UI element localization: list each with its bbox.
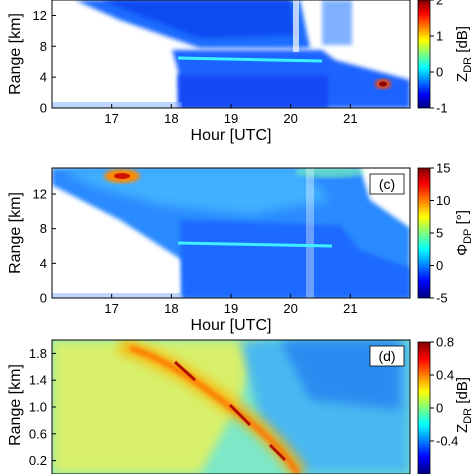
panel-middle: 0 4 8 12 17 18 19 20 21 -5 0 5 10 15 — [33, 161, 451, 317]
panel-bottom-colorbar — [417, 341, 431, 474]
panel-middle-xlabel: Hour [UTC] — [191, 317, 272, 334]
y-tick-label: 8 — [40, 39, 47, 54]
panel-label-d: (d) — [378, 348, 395, 364]
colorbar-tick-label: 15 — [436, 161, 450, 176]
x-tick-label: 20 — [283, 111, 297, 126]
panel-label-c: (c) — [379, 176, 395, 192]
panel-middle-ylabel: Range [km] — [7, 192, 24, 274]
panel-top-colorbar — [417, 0, 431, 109]
colorbar-tick-label: -5 — [436, 291, 448, 306]
y-tick-label: 4 — [40, 256, 47, 271]
y-tick-label: 0.6 — [29, 426, 47, 441]
colorbar-tick-label: 0 — [436, 65, 443, 80]
panel-bottom-ylabel: Range [km] — [7, 364, 24, 446]
colorbar-tick-label: 2 — [436, 0, 443, 8]
y-tick-label: 0.2 — [29, 453, 47, 468]
colorbar-tick-label: 0 — [436, 258, 443, 273]
panel-bottom-colorbar-label: ZDR [dB] — [454, 377, 474, 433]
y-tick-label: 0 — [40, 291, 47, 306]
panel-middle-colorbar-label: ΦDP [°] — [454, 210, 474, 256]
y-tick-label: 12 — [33, 8, 47, 23]
colorbar-tick-label: 10 — [436, 193, 450, 208]
panel-top-ylabel: Range [km] — [7, 13, 24, 95]
colorbar-tick-label: 0.8 — [436, 335, 454, 350]
colorbar-tick-label: 0.4 — [436, 368, 454, 383]
x-tick-label: 20 — [283, 301, 297, 316]
panel-middle-heatmap — [52, 168, 410, 298]
y-tick-label: 1.8 — [29, 346, 47, 361]
panel-top-heatmap — [52, 0, 410, 108]
x-tick-label: 21 — [343, 111, 357, 126]
x-tick-label: 21 — [343, 301, 357, 316]
colorbar-tick-label: 5 — [436, 226, 443, 241]
y-tick-label: 12 — [33, 187, 47, 202]
panel-top-colorbar-label: ZDR [dB] — [454, 26, 474, 82]
y-tick-label: 1.4 — [29, 373, 47, 388]
x-tick-label: 17 — [104, 111, 118, 126]
panel-label-d-box: (d) — [369, 345, 405, 367]
colorbar-tick-label: -0.4 — [436, 434, 458, 449]
y-tick-label: 8 — [40, 221, 47, 236]
x-tick-label: 18 — [164, 301, 178, 316]
x-tick-label: 17 — [104, 301, 118, 316]
y-tick-label: 4 — [40, 70, 47, 85]
x-tick-label: 19 — [224, 301, 238, 316]
colorbar-tick-label: 0 — [436, 401, 443, 416]
panel-bottom: 0.2 0.6 1.0 1.4 1.8 0.8 0.4 0 -0.4 — [29, 335, 458, 474]
colorbar-tick-label: 1 — [436, 29, 443, 44]
panel-label-c-box: (c) — [369, 173, 405, 195]
x-tick-label: 19 — [224, 111, 238, 126]
x-tick-label: 18 — [164, 111, 178, 126]
panel-bottom-heatmap — [52, 340, 410, 474]
panel-top-xlabel: Hour [UTC] — [191, 127, 272, 144]
y-tick-label: 0 — [40, 101, 47, 116]
panel-bottom-axes: 0.2 0.6 1.0 1.4 1.8 0.8 0.4 0 -0.4 — [29, 335, 458, 469]
panel-middle-axes: 0 4 8 12 17 18 19 20 21 -5 0 5 10 15 — [33, 161, 451, 317]
y-tick-label: 1.0 — [29, 400, 47, 415]
panel-middle-colorbar — [417, 167, 431, 299]
colorbar-tick-label: -1 — [436, 101, 448, 116]
